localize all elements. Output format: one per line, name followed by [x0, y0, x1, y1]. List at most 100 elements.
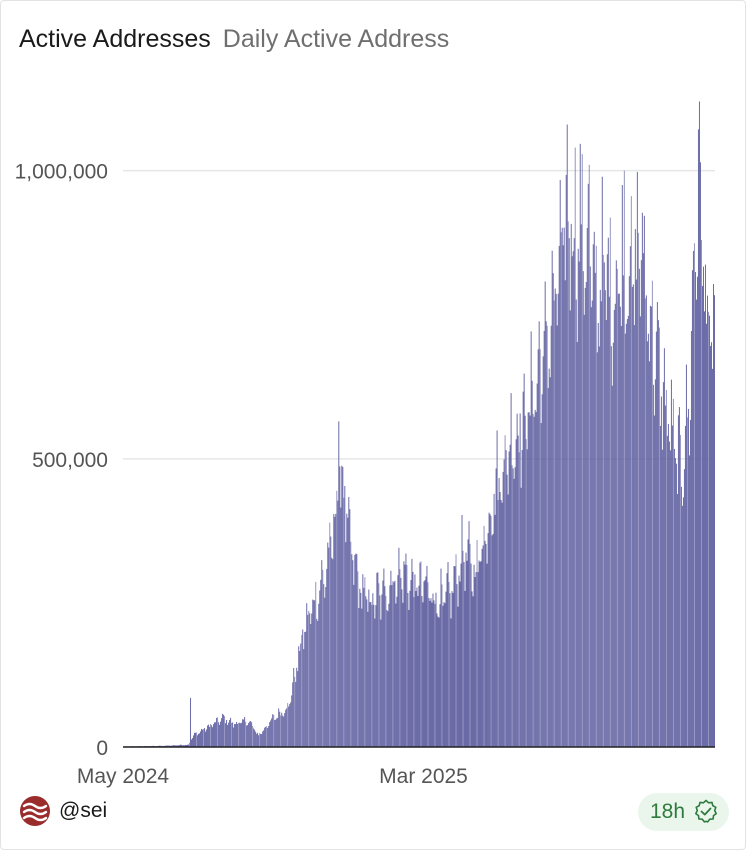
bar[interactable]	[450, 618, 452, 747]
bar[interactable]	[395, 603, 397, 747]
bar[interactable]	[707, 311, 709, 747]
bar[interactable]	[257, 732, 259, 747]
bar[interactable]	[407, 592, 409, 747]
bar[interactable]	[615, 260, 617, 747]
bar[interactable]	[647, 333, 649, 747]
bar[interactable]	[176, 745, 177, 747]
bar[interactable]	[211, 725, 213, 747]
bar[interactable]	[242, 719, 244, 747]
bar[interactable]	[408, 610, 410, 747]
bar[interactable]	[417, 595, 419, 747]
bar[interactable]	[297, 671, 299, 747]
bar[interactable]	[679, 434, 681, 747]
bar[interactable]	[711, 368, 713, 747]
bar[interactable]	[168, 745, 169, 747]
bar[interactable]	[638, 268, 640, 747]
bar[interactable]	[425, 576, 427, 747]
bar[interactable]	[249, 721, 251, 747]
bar[interactable]	[561, 227, 563, 747]
bar[interactable]	[329, 522, 331, 747]
bar[interactable]	[177, 745, 178, 747]
bar[interactable]	[490, 515, 492, 747]
bar[interactable]	[304, 632, 306, 747]
bar[interactable]	[672, 398, 674, 747]
bar[interactable]	[567, 221, 569, 748]
bar[interactable]	[438, 617, 440, 747]
bar[interactable]	[494, 514, 496, 747]
bar[interactable]	[569, 310, 571, 747]
bar[interactable]	[361, 608, 363, 747]
bar[interactable]	[617, 293, 619, 747]
bar[interactable]	[664, 405, 666, 747]
bar[interactable]	[195, 732, 197, 747]
bar[interactable]	[412, 571, 414, 747]
bar[interactable]	[705, 323, 707, 747]
bar[interactable]	[442, 605, 444, 747]
bar[interactable]	[250, 721, 252, 747]
bar[interactable]	[604, 290, 606, 747]
bar[interactable]	[470, 563, 472, 747]
bar[interactable]	[690, 331, 692, 747]
bar[interactable]	[654, 379, 656, 747]
bar[interactable]	[253, 728, 255, 747]
bar[interactable]	[476, 540, 478, 747]
bar[interactable]	[645, 295, 647, 747]
bar[interactable]	[507, 494, 509, 747]
bar[interactable]	[434, 603, 436, 747]
bar[interactable]	[688, 455, 690, 747]
bar[interactable]	[639, 316, 641, 747]
bar[interactable]	[518, 452, 520, 747]
bar[interactable]	[292, 682, 294, 747]
bar[interactable]	[702, 266, 704, 747]
bar[interactable]	[218, 722, 220, 747]
bar[interactable]	[270, 720, 272, 747]
bar[interactable]	[662, 382, 664, 747]
bar[interactable]	[547, 388, 549, 747]
bar[interactable]	[635, 279, 637, 747]
bar[interactable]	[659, 425, 661, 747]
bar[interactable]	[227, 724, 229, 747]
bar[interactable]	[184, 745, 185, 747]
bar[interactable]	[280, 715, 282, 747]
bar[interactable]	[178, 745, 179, 747]
bar[interactable]	[574, 147, 576, 747]
bar[interactable]	[428, 598, 430, 747]
bar[interactable]	[669, 450, 671, 747]
bar[interactable]	[570, 223, 572, 748]
bar[interactable]	[431, 602, 433, 747]
bar[interactable]	[265, 726, 267, 747]
bar[interactable]	[282, 715, 284, 747]
bar[interactable]	[384, 586, 386, 747]
freshness-badge[interactable]: 18h	[638, 793, 730, 831]
bar[interactable]	[456, 584, 458, 747]
bar[interactable]	[565, 174, 567, 748]
bar[interactable]	[691, 270, 693, 747]
bar[interactable]	[414, 574, 416, 747]
bar[interactable]	[223, 714, 225, 747]
bar[interactable]	[197, 735, 199, 747]
bar[interactable]	[646, 341, 648, 747]
bar[interactable]	[208, 724, 210, 747]
bar[interactable]	[410, 580, 412, 747]
bar[interactable]	[553, 300, 555, 747]
bar[interactable]	[631, 286, 633, 747]
bar[interactable]	[455, 554, 457, 747]
bar[interactable]	[364, 577, 366, 747]
bar[interactable]	[226, 720, 228, 747]
bar[interactable]	[657, 320, 659, 747]
bar[interactable]	[503, 459, 505, 747]
bar[interactable]	[461, 514, 463, 747]
bar[interactable]	[321, 560, 323, 747]
bar[interactable]	[623, 170, 625, 747]
bar[interactable]	[259, 733, 261, 747]
bar[interactable]	[359, 588, 361, 747]
bar[interactable]	[284, 713, 286, 747]
bar[interactable]	[415, 591, 417, 747]
bar[interactable]	[681, 505, 683, 747]
bar[interactable]	[505, 450, 507, 747]
bar[interactable]	[706, 295, 708, 747]
bar[interactable]	[235, 724, 237, 747]
bar[interactable]	[380, 619, 382, 747]
bar[interactable]	[287, 703, 289, 747]
bar[interactable]	[346, 513, 348, 747]
